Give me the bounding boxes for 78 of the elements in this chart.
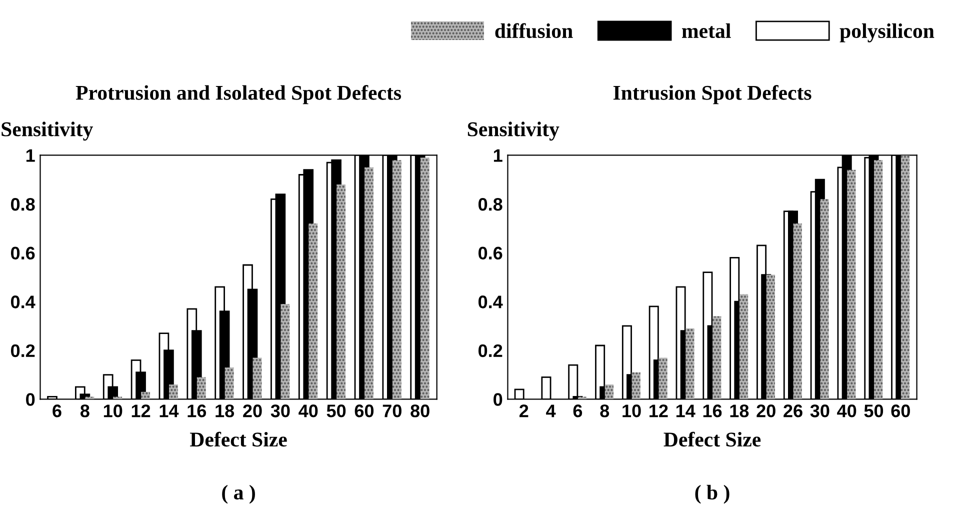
- y-tick-label: 1: [494, 149, 502, 162]
- x-tick-label: 40: [837, 404, 856, 418]
- bar: [224, 367, 234, 400]
- bar: [141, 392, 150, 400]
- chart-title: Protrusion and Isolated Spot Defects: [76, 85, 402, 104]
- x-tick-label: 60: [354, 404, 374, 418]
- bar: [739, 294, 748, 400]
- x-tick-label: 12: [132, 404, 150, 418]
- x-axis-title: Defect Size: [190, 432, 287, 447]
- x-tick-label: 8: [600, 404, 610, 418]
- x-tick-label: 16: [188, 404, 206, 418]
- bar: [658, 358, 668, 400]
- x-tick-label: 6: [52, 404, 62, 418]
- x-tick-label: 70: [382, 404, 402, 418]
- y-tick-label: 0.2: [478, 344, 502, 358]
- bar: [280, 304, 290, 400]
- x-tick-label: 18: [216, 404, 234, 418]
- x-tick-label: 30: [810, 404, 830, 418]
- y-tick-label: 1: [26, 149, 35, 162]
- bar: [632, 372, 640, 400]
- bar: [85, 396, 94, 400]
- bar: [578, 396, 587, 400]
- bar: [420, 158, 430, 400]
- y-tick-label: 0.4: [10, 296, 36, 308]
- legend-label: polysilicon: [840, 23, 934, 42]
- x-tick-label: 14: [160, 404, 179, 418]
- x-tick-label: 30: [270, 404, 290, 418]
- text: ( a ): [222, 484, 255, 504]
- legend-label: metal: [682, 23, 731, 38]
- text: ( b ): [695, 484, 730, 504]
- x-tick-label: 12: [650, 404, 668, 418]
- x-tick-label: 4: [546, 404, 556, 418]
- bar: [392, 160, 402, 400]
- bar: [252, 358, 262, 400]
- bar: [308, 224, 318, 400]
- x-tick-label: 60: [891, 404, 910, 418]
- bar: [686, 328, 694, 400]
- bar: [820, 199, 829, 400]
- bar: [196, 377, 206, 400]
- x-tick-label: 20: [243, 404, 262, 418]
- bar: [712, 316, 722, 400]
- x-tick-label: 14: [676, 404, 696, 418]
- x-tick-label: 18: [730, 404, 749, 418]
- x-tick-label: 6: [573, 404, 582, 418]
- x-tick-label: 16: [703, 404, 722, 418]
- x-tick-label: 50: [864, 404, 884, 418]
- y-axis-title: Sensitivity: [468, 122, 560, 141]
- bar: [900, 155, 910, 400]
- x-tick-label: 10: [104, 404, 122, 418]
- x-tick-label: 50: [326, 404, 346, 418]
- y-tick-label: 0.4: [478, 296, 503, 308]
- bar: [847, 170, 856, 400]
- bar: [793, 224, 802, 400]
- bar: [336, 184, 346, 400]
- bar: [874, 160, 883, 400]
- chart-title: Intrusion Spot Defects: [613, 85, 812, 104]
- y-tick-label: 0.8: [10, 198, 35, 211]
- bar: [364, 167, 374, 400]
- x-tick-label: 80: [410, 404, 430, 418]
- x-axis-title: Defect Size: [664, 432, 761, 447]
- bar: [766, 274, 775, 400]
- bar: [604, 384, 614, 400]
- y-tick-label: 0.6: [478, 246, 502, 260]
- y-tick-label: 0: [26, 393, 35, 406]
- y-tick-label: 0.8: [478, 198, 502, 211]
- bar: [168, 384, 178, 400]
- y-tick-label: 0.6: [10, 246, 35, 260]
- x-tick-label: 2: [519, 404, 528, 418]
- x-tick-label: 40: [298, 404, 318, 418]
- x-tick-label: 10: [622, 404, 641, 418]
- y-tick-label: 0.2: [10, 344, 35, 358]
- bar: [113, 396, 122, 400]
- x-tick-label: 8: [80, 404, 90, 418]
- legend-label: diffusion: [495, 23, 573, 38]
- x-tick-label: 20: [756, 404, 776, 418]
- y-tick-label: 0: [494, 393, 502, 406]
- y-axis-title: Sensitivity: [2, 122, 93, 141]
- x-tick-label: 26: [784, 404, 802, 418]
